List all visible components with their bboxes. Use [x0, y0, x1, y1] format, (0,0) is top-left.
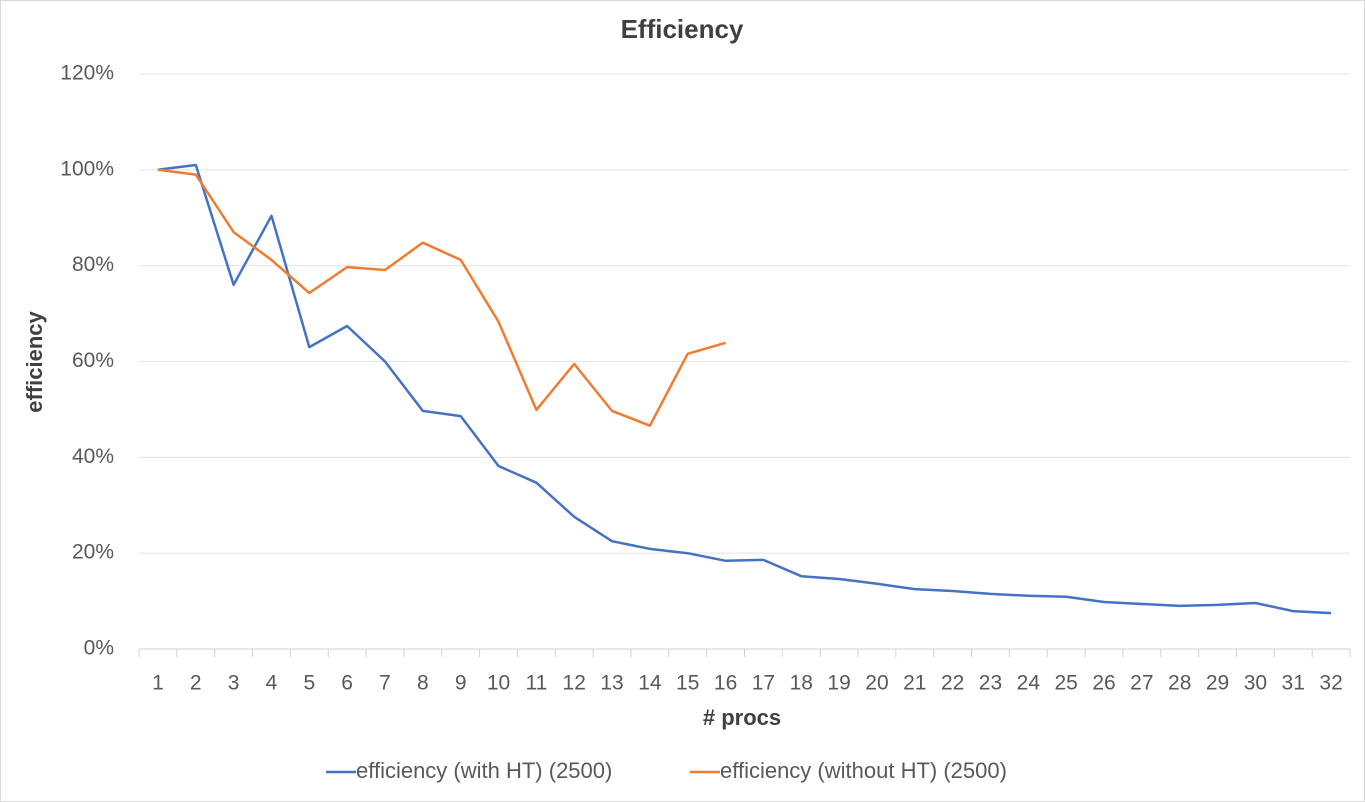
y-tick-label: 60% — [72, 349, 114, 372]
x-tick-label: 3 — [228, 672, 240, 695]
x-tick-label: 21 — [903, 672, 926, 695]
x-tick-label: 2 — [190, 672, 202, 695]
x-axis-title: # procs — [703, 705, 781, 730]
series-line — [157, 168, 726, 427]
series-line — [157, 163, 1332, 615]
y-axis-title: efficiency — [22, 310, 47, 412]
x-tick-label: 11 — [525, 672, 547, 695]
x-tick-label: 25 — [1054, 672, 1077, 695]
x-tick-label: 1 — [152, 672, 164, 695]
x-tick-label: 26 — [1092, 672, 1115, 695]
x-tick-label: 13 — [600, 672, 623, 695]
chart-title: Efficiency — [621, 14, 744, 44]
y-tick-label: 120% — [60, 62, 114, 85]
x-tick-label: 10 — [487, 672, 510, 695]
x-tick-label: 5 — [303, 672, 315, 695]
x-tick-label: 24 — [1017, 672, 1041, 695]
x-tick-label: 16 — [714, 672, 737, 695]
y-tick-label: 80% — [72, 253, 114, 276]
y-tick-label: 0% — [84, 637, 114, 660]
x-tick-label: 4 — [266, 672, 278, 695]
x-tick-label: 22 — [941, 672, 964, 695]
x-tick-label: 23 — [979, 672, 1002, 695]
x-tick-label: 9 — [455, 672, 467, 695]
legend-label: efficiency (without HT) (2500) — [720, 758, 1007, 783]
x-tick-label: 30 — [1244, 672, 1267, 695]
x-tick-label: 7 — [379, 672, 391, 695]
x-tick-label: 19 — [827, 672, 850, 695]
x-tick-label: 12 — [563, 672, 586, 695]
x-tick-label: 17 — [752, 672, 775, 695]
x-tick-label: 29 — [1206, 672, 1229, 695]
x-tick-label: 15 — [676, 672, 699, 695]
x-tick-label: 31 — [1282, 672, 1305, 695]
x-tick-label: 20 — [865, 672, 888, 695]
y-tick-label: 100% — [60, 157, 114, 180]
x-tick-label: 28 — [1168, 672, 1191, 695]
x-tick-label: 18 — [790, 672, 813, 695]
y-tick-label: 40% — [72, 445, 114, 468]
x-tick-label: 8 — [417, 672, 429, 695]
legend-label: efficiency (with HT) (2500) — [356, 758, 612, 783]
y-tick-label: 20% — [72, 541, 114, 564]
x-tick-label: 32 — [1319, 672, 1342, 695]
x-tick-label: 14 — [638, 672, 662, 695]
x-tick-label: 6 — [341, 672, 353, 695]
x-tick-label: 27 — [1130, 672, 1153, 695]
